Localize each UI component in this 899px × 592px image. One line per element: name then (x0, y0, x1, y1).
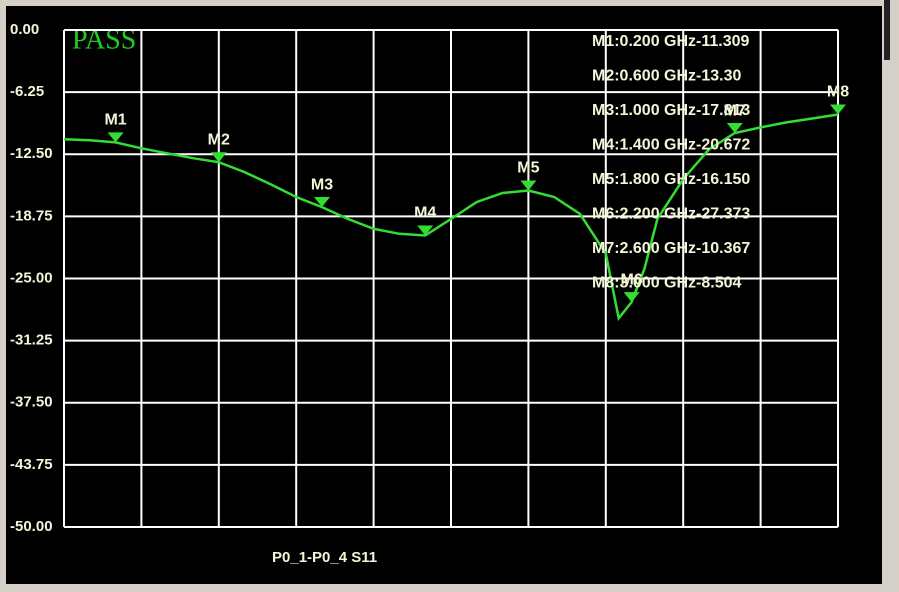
y-tick-label: -6.25 (10, 83, 44, 100)
display-panel (6, 6, 882, 584)
marker (314, 197, 330, 208)
y-tick-label: -37.50 (10, 394, 53, 411)
marker-label: M4 (414, 205, 436, 222)
marker (417, 225, 434, 236)
marker-label: M3 (311, 176, 333, 193)
scroll-strip (884, 0, 890, 60)
y-tick-label: 0.00 (10, 21, 39, 38)
marker-readout: M8:3.000 GHz-8.504 (592, 275, 742, 292)
marker-readout: M3:1.000 GHz-17.813 (592, 102, 750, 119)
marker-readout: M2:0.600 GHz-13.30 (592, 68, 742, 85)
y-tick-label: -12.50 (10, 145, 53, 162)
marker (107, 132, 124, 143)
marker-readout: M1:0.200 GHz-11.309 (592, 33, 750, 50)
y-tick-label: -18.75 (10, 207, 53, 224)
marker-readout: M7:2.600 GHz-10.367 (592, 240, 750, 257)
marker-readout: M5:1.800 GHz-16.150 (592, 171, 750, 188)
marker-label: M8 (827, 84, 849, 101)
trace (63, 113, 839, 322)
marker-label: M5 (517, 160, 539, 177)
marker-label: M1 (104, 112, 126, 129)
marker (520, 180, 537, 191)
marker-label: M7 (724, 102, 746, 119)
marker-readout: M6:2.200 GHz-27.373 (592, 206, 750, 223)
y-tick-label: -31.25 (10, 332, 53, 349)
marker (830, 104, 846, 115)
marker-label: M6 (620, 271, 642, 288)
marker (623, 292, 640, 303)
y-tick-label: -50.00 (10, 518, 53, 535)
trace-label: P0_1-P0_4 S11 (272, 549, 377, 566)
y-tick-label: -43.75 (10, 456, 53, 473)
marker (726, 123, 743, 134)
marker-readout: M4:1.400 GHz-20.672 (592, 137, 750, 154)
marker-label: M2 (208, 131, 230, 148)
y-tick-label: -25.00 (10, 269, 53, 286)
marker (210, 152, 227, 163)
